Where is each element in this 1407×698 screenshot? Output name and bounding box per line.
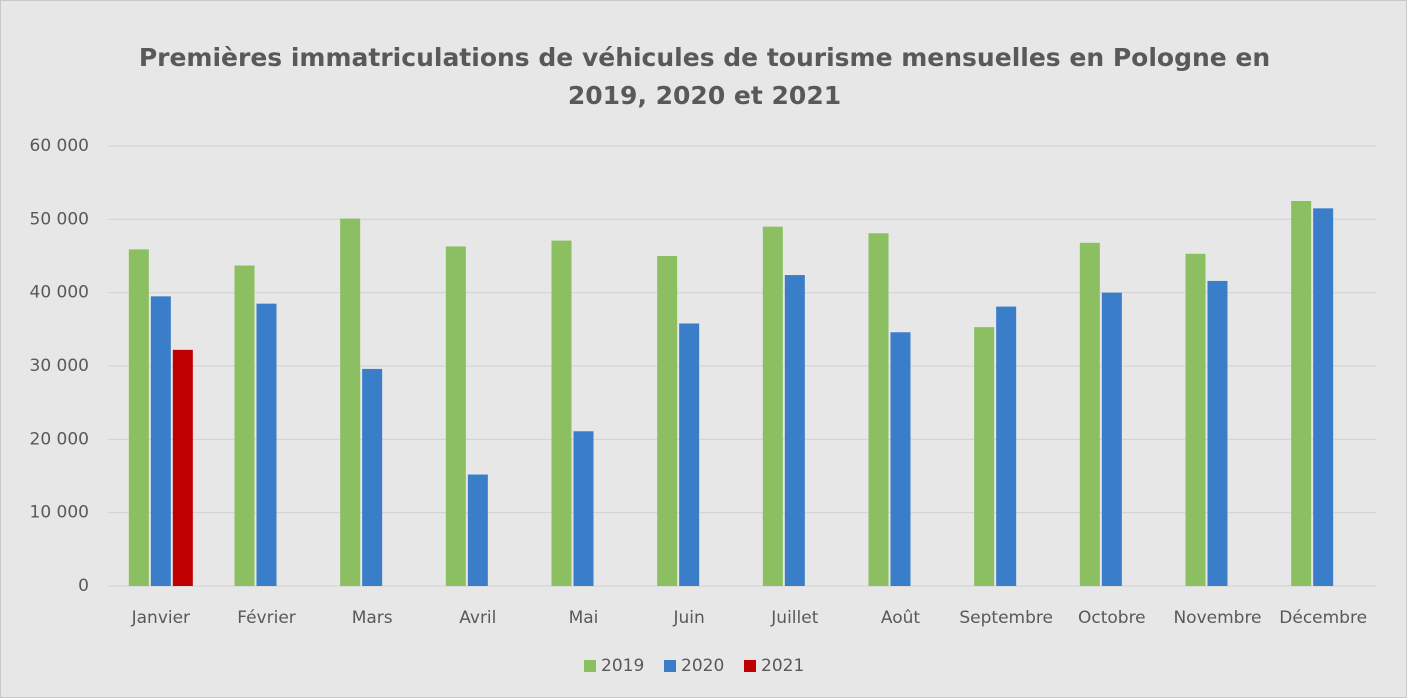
y-tick-label: 30 000 <box>30 356 89 376</box>
legend-label: 2019 <box>601 656 644 676</box>
bar <box>128 249 149 586</box>
chart-title: Premières immatriculations de véhicules … <box>138 43 1271 110</box>
bar <box>150 296 171 586</box>
x-tick-label: Mars <box>352 608 393 628</box>
bar <box>573 431 594 586</box>
legend-label: 2021 <box>761 656 804 676</box>
bar <box>762 226 783 586</box>
bar <box>445 246 466 586</box>
x-tick-label: Juin <box>673 608 705 628</box>
y-tick-label: 60 000 <box>30 136 89 156</box>
legend-swatch <box>744 660 756 672</box>
bar <box>868 233 889 586</box>
x-tick-label: Février <box>237 608 296 628</box>
bar <box>172 349 193 586</box>
x-tick-label: Septembre <box>959 608 1053 628</box>
bar <box>657 256 678 586</box>
x-tick-label: Juillet <box>770 608 818 628</box>
bar <box>467 474 488 586</box>
x-tick-label: Mai <box>569 608 599 628</box>
y-tick-label: 10 000 <box>30 503 89 523</box>
legend-swatch <box>584 660 596 672</box>
bar <box>551 240 572 586</box>
bar <box>362 368 383 586</box>
bar <box>1185 253 1206 587</box>
bar <box>1101 292 1122 586</box>
legend-swatch <box>664 660 676 672</box>
bar <box>1207 280 1228 586</box>
bar <box>340 218 361 586</box>
bar <box>256 303 277 586</box>
bar <box>996 306 1017 586</box>
x-tick-label: Octobre <box>1078 608 1146 628</box>
bar <box>974 327 995 586</box>
bar <box>679 323 700 586</box>
x-tick-label: Novembre <box>1173 608 1261 628</box>
x-tick-label: Janvier <box>131 608 190 628</box>
x-tick-label: Décembre <box>1279 608 1367 628</box>
y-tick-label: 40 000 <box>30 283 89 303</box>
y-tick-label: 0 <box>78 576 89 596</box>
bar <box>1079 242 1100 587</box>
bar <box>890 332 911 586</box>
bar <box>784 275 805 586</box>
x-tick-label: Août <box>881 608 921 628</box>
bar <box>234 265 255 586</box>
y-tick-label: 20 000 <box>30 429 89 449</box>
bar <box>1313 208 1334 587</box>
x-tick-label: Avril <box>459 608 496 628</box>
y-tick-label: 50 000 <box>30 209 89 229</box>
legend-label: 2020 <box>681 656 724 676</box>
bar <box>1291 201 1312 586</box>
